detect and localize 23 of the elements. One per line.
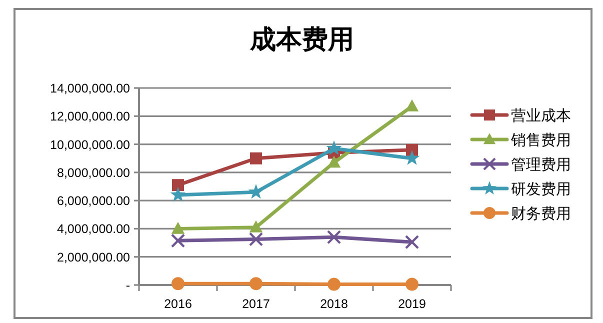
legend-item: 营业成本: [470, 108, 571, 124]
title: 成本费用: [250, 25, 354, 54]
ytick-label: 6,000,000.00: [57, 194, 130, 208]
ytick-label: -: [126, 278, 130, 292]
legend-label: 销售费用: [510, 132, 571, 149]
xtick-label: 2018: [320, 297, 348, 311]
xtick-label: 2019: [398, 297, 426, 311]
legend-item: 研发费用: [470, 181, 571, 198]
legend-item: 财务费用: [470, 206, 571, 222]
legend-item: 销售费用: [470, 132, 571, 149]
legend-label: 营业成本: [511, 108, 571, 124]
ytick-label: 14,000,000.00: [50, 82, 130, 96]
ytick-label: 4,000,000.00: [57, 222, 130, 236]
ytick-label: 10,000,000.00: [50, 138, 130, 152]
legend-label: 研发费用: [511, 181, 571, 198]
xtick-label: 2017: [242, 297, 270, 311]
ytick-label: 2,000,000.00: [57, 250, 130, 264]
xtick-label: 2016: [164, 297, 192, 311]
ytick-label: 12,000,000.00: [50, 110, 130, 124]
legend-label: 管理费用: [511, 156, 571, 174]
legend-label: 财务费用: [511, 206, 571, 222]
legend-item: 管理费用: [470, 156, 571, 174]
ytick-label: 8,000,000.00: [57, 166, 130, 180]
